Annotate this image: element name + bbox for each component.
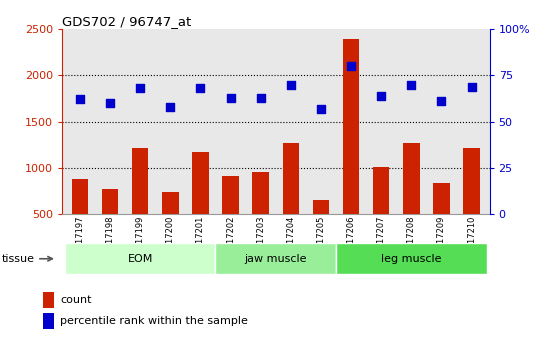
Point — [136, 86, 145, 91]
Text: jaw muscle: jaw muscle — [244, 254, 307, 264]
Bar — [313, 200, 329, 214]
Text: EOM: EOM — [128, 254, 153, 264]
Point — [166, 104, 175, 110]
Bar — [373, 167, 390, 214]
Bar — [403, 143, 420, 214]
Bar — [252, 172, 269, 214]
Bar — [162, 192, 179, 214]
Bar — [102, 189, 118, 214]
Text: percentile rank within the sample: percentile rank within the sample — [60, 316, 249, 326]
Point — [226, 95, 235, 100]
Bar — [192, 151, 209, 214]
Point — [196, 86, 205, 91]
Bar — [43, 313, 54, 329]
Point — [257, 95, 265, 100]
Bar — [43, 292, 54, 308]
Point — [346, 63, 355, 69]
Point — [437, 99, 445, 104]
Bar — [132, 148, 148, 214]
Bar — [222, 176, 239, 214]
Text: count: count — [60, 295, 92, 305]
Bar — [463, 148, 480, 214]
Bar — [72, 179, 88, 214]
Text: leg muscle: leg muscle — [381, 254, 442, 264]
Bar — [216, 243, 336, 274]
Bar — [65, 243, 216, 274]
Point — [76, 97, 84, 102]
Bar — [336, 243, 486, 274]
Point — [316, 106, 325, 111]
Bar — [433, 183, 450, 214]
Point — [407, 82, 415, 87]
Point — [467, 84, 476, 89]
Bar — [282, 143, 299, 214]
Point — [286, 82, 295, 87]
Text: tissue: tissue — [1, 254, 52, 264]
Bar — [343, 39, 359, 214]
Point — [106, 100, 115, 106]
Point — [377, 93, 385, 99]
Text: GDS702 / 96747_at: GDS702 / 96747_at — [62, 15, 191, 28]
